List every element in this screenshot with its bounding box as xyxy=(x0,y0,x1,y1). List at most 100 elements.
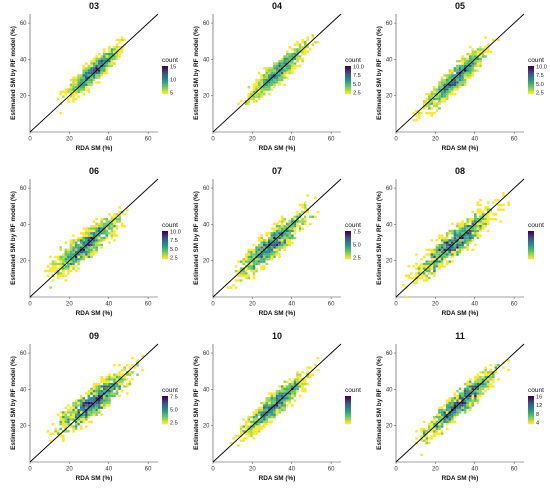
density-cell xyxy=(77,95,80,98)
density-cell xyxy=(448,397,452,400)
density-cell xyxy=(293,378,297,381)
density-cell xyxy=(102,387,106,391)
density-cell xyxy=(438,265,441,268)
density-cell xyxy=(468,60,472,63)
legend-tick-label: 7.5 xyxy=(353,73,361,79)
density-cell xyxy=(453,397,457,400)
density-cell xyxy=(456,88,459,91)
density-cell xyxy=(95,404,98,407)
legend-tick-label: 7.5 xyxy=(170,395,178,401)
density-cell xyxy=(453,246,457,249)
density-cell xyxy=(288,232,292,235)
density-cell xyxy=(77,78,80,82)
density-cell xyxy=(74,423,78,426)
colorbar-segment xyxy=(345,403,351,405)
density-cell xyxy=(252,95,256,98)
density-cell xyxy=(123,368,126,372)
density-cell xyxy=(105,375,109,379)
density-cell xyxy=(463,60,467,63)
density-cell xyxy=(100,246,103,249)
density-cell xyxy=(471,71,475,75)
density-cell xyxy=(268,88,271,91)
density-cell xyxy=(463,64,467,68)
density-cell xyxy=(72,267,75,270)
density-cell xyxy=(430,250,434,254)
density-cell xyxy=(257,258,261,261)
density-cell xyxy=(435,432,439,435)
density-cell xyxy=(463,83,467,86)
density-cell xyxy=(77,408,80,412)
density-cell xyxy=(82,253,86,256)
density-cell xyxy=(115,38,119,42)
colorbar-segment xyxy=(162,414,168,416)
density-cell xyxy=(268,401,271,405)
density-cell xyxy=(275,250,279,254)
density-cell xyxy=(82,93,86,96)
density-cell xyxy=(44,269,47,273)
density-cell xyxy=(291,234,294,237)
colorbar-segment xyxy=(162,396,168,398)
density-cell xyxy=(474,378,477,381)
density-cell xyxy=(260,241,263,244)
density-cell xyxy=(463,76,467,79)
density-cell xyxy=(453,239,457,242)
density-cell xyxy=(260,253,263,256)
density-cell xyxy=(82,239,86,242)
density-cell xyxy=(296,60,299,63)
density-cell xyxy=(471,229,475,233)
density-cell xyxy=(79,246,83,249)
colorbar-segment xyxy=(162,89,168,92)
density-cell xyxy=(67,269,70,273)
density-cell xyxy=(252,262,256,266)
density-cell xyxy=(113,220,116,223)
density-cell xyxy=(301,52,304,56)
density-cell xyxy=(252,85,256,89)
density-cell xyxy=(82,76,86,79)
x-tick-label: 40 xyxy=(105,467,112,473)
density-cell xyxy=(95,229,98,233)
density-cell xyxy=(425,253,428,256)
density-cell xyxy=(102,55,106,58)
density-cell xyxy=(471,74,475,77)
density-cell xyxy=(87,243,91,247)
density-cell xyxy=(252,97,256,101)
density-cell xyxy=(440,246,444,249)
density-cell xyxy=(77,74,80,77)
density-cell xyxy=(260,95,263,98)
density-cell xyxy=(443,78,446,82)
density-cell xyxy=(105,71,109,75)
density-cell xyxy=(262,260,266,263)
density-cell xyxy=(438,418,441,421)
density-cell xyxy=(260,76,263,79)
density-cell xyxy=(486,220,490,223)
density-cell xyxy=(123,378,126,381)
density-cell xyxy=(273,408,276,412)
density-cell xyxy=(100,413,103,416)
density-cell xyxy=(428,111,431,115)
density-cell xyxy=(293,48,297,51)
density-cell xyxy=(239,274,243,277)
x-tick-label: 40 xyxy=(288,467,295,473)
density-cell xyxy=(468,236,472,240)
density-cell xyxy=(77,413,80,416)
density-cell xyxy=(458,394,462,398)
density-cell xyxy=(105,62,109,65)
density-cell xyxy=(456,241,459,244)
density-cell xyxy=(458,85,462,89)
density-cell xyxy=(95,411,98,414)
density-cell xyxy=(456,234,459,237)
colorbar-segment xyxy=(528,249,534,251)
density-cell xyxy=(260,88,263,91)
density-cell xyxy=(291,404,294,407)
density-cell xyxy=(461,246,464,249)
density-cell xyxy=(64,265,68,268)
density-cell xyxy=(291,227,294,230)
density-cell xyxy=(275,390,279,393)
density-cell xyxy=(85,241,88,244)
density-cell xyxy=(471,394,475,398)
density-cell xyxy=(59,265,62,268)
density-cell xyxy=(283,60,286,63)
density-cell xyxy=(471,50,475,53)
density-cell xyxy=(100,399,103,402)
density-cell xyxy=(285,380,289,383)
